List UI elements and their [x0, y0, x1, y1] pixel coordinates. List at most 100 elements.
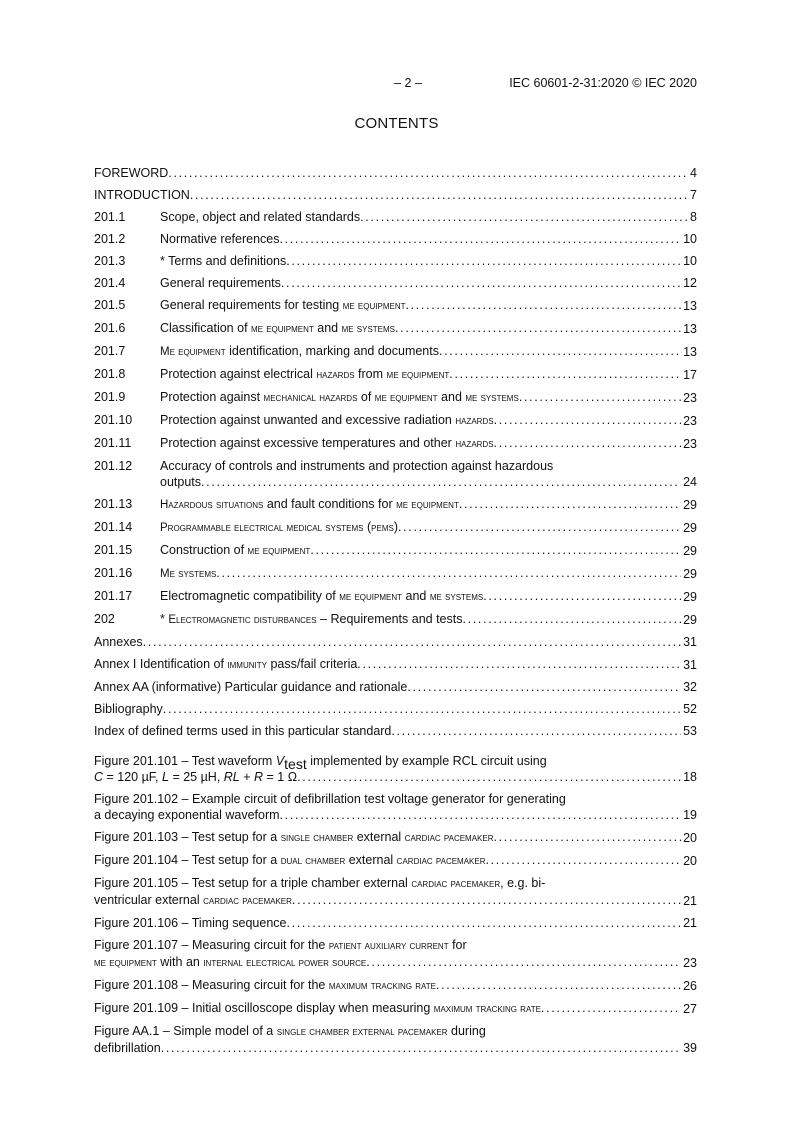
toc-entry[interactable]: 201.17 Electromagnetic compatibility of m… — [94, 582, 697, 605]
entry-title-text: INTRODUCTION — [94, 188, 190, 202]
entry-page-number: 7 — [688, 187, 697, 203]
entry-number: 201.10 — [94, 413, 133, 427]
entry-number: 201.14 — [94, 520, 133, 534]
figure-entry[interactable]: Figure 201.107 – Measuring circuit for t… — [94, 931, 697, 971]
entry-title: Scope, object and related standards — [160, 209, 697, 225]
title-segment: – Requirements and tests — [316, 612, 463, 626]
title-segment: during defibrillation — [94, 1024, 486, 1055]
title-segment: Normative references — [160, 232, 280, 246]
entry-page-number: 10 — [681, 231, 697, 247]
title-segment: internal electrical power source — [203, 957, 367, 969]
toc-entry[interactable]: 201.7 Me equipment identification, markin… — [94, 337, 697, 360]
title-segment: + — [239, 770, 255, 784]
entry-title: Protection against mechanical hazards of… — [160, 389, 697, 406]
toc-entry[interactable]: 201.12 Accuracy of controls and instrumen… — [94, 452, 697, 490]
entry-title: Annexes — [94, 634, 697, 650]
toc-entry[interactable]: 201.16 Me systems 29 — [94, 559, 697, 582]
title-segment: me systems — [341, 323, 396, 335]
title-segment: General requirements for testing — [160, 298, 343, 312]
entry-page-number: 21 — [681, 893, 697, 909]
title-segment: ( — [363, 520, 372, 534]
title-segment: me equipment — [386, 369, 450, 381]
entry-title-text: Figure 201.105 – Test setup for a triple… — [94, 876, 546, 907]
toc-entry[interactable]: Bibliography 52 — [94, 695, 697, 717]
toc-entry[interactable]: Annex AA (informative) Particular guidan… — [94, 673, 697, 695]
title-segment: immunity — [227, 659, 267, 671]
toc-entry[interactable]: 201.6 Classification of me equipment and … — [94, 314, 697, 337]
title-segment: single chamber — [280, 832, 354, 844]
entry-page-number: 12 — [681, 275, 697, 291]
toc-entry[interactable]: 201.11 Protection against excessive tempe… — [94, 429, 697, 452]
entry-title: Construction of me equipment — [160, 542, 697, 559]
title-segment: external — [345, 853, 397, 867]
entry-page-number: 52 — [681, 701, 697, 717]
toc-entry[interactable]: 201.14 Programmable electrical medical sy… — [94, 513, 697, 536]
figure-entry[interactable]: Figure AA.1 – Simple model of a single c… — [94, 1017, 697, 1056]
title-segment: Figure 201.104 – Test setup for a — [94, 853, 281, 867]
figure-entry[interactable]: Figure 201.108 – Measuring circuit for t… — [94, 971, 697, 994]
entry-number: 201.13 — [94, 497, 133, 511]
title-segment: patient auxiliary current — [328, 940, 449, 952]
title-segment: ) — [393, 520, 399, 534]
entry-title-text: Scope, object and related standards — [160, 210, 361, 224]
toc-entry[interactable]: INTRODUCTION 7 — [94, 181, 697, 203]
toc-entry[interactable]: 201.8 Protection against electrical hazar… — [94, 360, 697, 383]
entry-title: Normative references — [160, 231, 697, 247]
title-segment: , e.g. bi- ventricular external — [94, 876, 546, 907]
entry-title: * Terms and definitions — [160, 253, 697, 269]
entry-number: 201.12 — [94, 459, 133, 473]
entry-title-text: Bibliography — [94, 702, 163, 716]
toc-entry[interactable]: 201.15 Construction of me equipment 29 — [94, 536, 697, 559]
title-segment: maximum tracking rate — [328, 980, 436, 992]
title-segment: cardiac pacemaker — [404, 832, 494, 844]
toc-entry[interactable]: 201.1 Scope, object and related standards… — [94, 203, 697, 225]
toc-entry[interactable]: Annex I Identification of immunity pass/… — [94, 650, 697, 673]
entry-title-text: Protection against electrical hazards fr… — [160, 367, 450, 381]
title-segment: and — [313, 321, 342, 335]
toc-entry[interactable]: 201.10 Protection against unwanted and ex… — [94, 406, 697, 429]
title-segment: for — [452, 938, 467, 952]
entry-title-text: Figure 201.107 – Measuring circuit for t… — [94, 938, 467, 969]
toc-entry[interactable]: 201.3 * Terms and definitions 10 — [94, 247, 697, 269]
toc-entry[interactable]: Index of defined terms used in this part… — [94, 717, 697, 739]
title-segment: cardiac pacemaker — [203, 895, 292, 907]
entry-title: Electromagnetic compatibility of me equi… — [160, 588, 697, 605]
entry-page-number: 31 — [681, 657, 697, 673]
toc-entry[interactable]: 201.5 General requirements for testing me… — [94, 291, 697, 314]
figure-entry[interactable]: Figure 201.103 – Test setup for a single… — [94, 823, 697, 846]
toc-entry[interactable]: 201.2 Normative references 10 — [94, 225, 697, 247]
title-segment: hazards — [455, 438, 494, 450]
title-segment: INTRODUCTION — [94, 188, 190, 202]
title-segment: me systems — [465, 392, 519, 404]
entry-number: 201.7 — [94, 344, 126, 358]
toc-entry[interactable]: Annexes 31 — [94, 628, 697, 650]
entry-page-number: 23 — [681, 413, 697, 429]
entry-page-number: 4 — [688, 165, 697, 181]
toc-entry[interactable]: 201.13 Hazardous situations and fault con… — [94, 490, 697, 513]
toc-entry[interactable]: FOREWORD 4 — [94, 159, 697, 181]
figure-entry[interactable]: Figure 201.102 – Example circuit of defi… — [94, 785, 697, 823]
entry-title: Programmable electrical medical systems … — [160, 519, 697, 536]
figure-entry[interactable]: Figure 201.104 – Test setup for a dual c… — [94, 846, 697, 869]
toc-entry[interactable]: 201.4 General requirements 12 — [94, 269, 697, 291]
figure-entry[interactable]: Figure 201.105 – Test setup for a triple… — [94, 869, 697, 909]
figure-entry[interactable]: Figure 201.109 – Initial oscilloscope di… — [94, 994, 697, 1017]
entry-number: 201.5 — [94, 298, 126, 312]
entry-page-number: 13 — [681, 321, 697, 337]
title-segment: me equipment — [94, 957, 157, 969]
figure-entry[interactable]: Figure 201.101 – Test waveform Vtest imp… — [94, 747, 697, 785]
figure-entry[interactable]: Figure 201.106 – Timing sequence 21 — [94, 909, 697, 931]
title-segment: Electromagnetic disturbances — [168, 614, 317, 626]
entry-title-text: Index of defined terms used in this part… — [94, 724, 392, 738]
toc-entry[interactable]: 201.9 Protection against mechanical hazar… — [94, 383, 697, 406]
entry-page-number: 39 — [681, 1040, 697, 1056]
entry-title: Protection against unwanted and excessiv… — [160, 412, 697, 429]
entry-title-text: Classification of me equipment and me sy… — [160, 321, 396, 335]
title-segment: Protection against — [160, 390, 264, 404]
toc-entry[interactable]: 202 * Electromagnetic disturbances – Requ… — [94, 605, 697, 628]
entry-title: Me systems — [160, 565, 697, 582]
entry-title: FOREWORD — [94, 165, 697, 181]
title-segment: Figure AA.1 – Simple model of a — [94, 1024, 277, 1038]
title-segment: Bibliography — [94, 702, 163, 716]
title-segment: with an — [156, 955, 204, 969]
